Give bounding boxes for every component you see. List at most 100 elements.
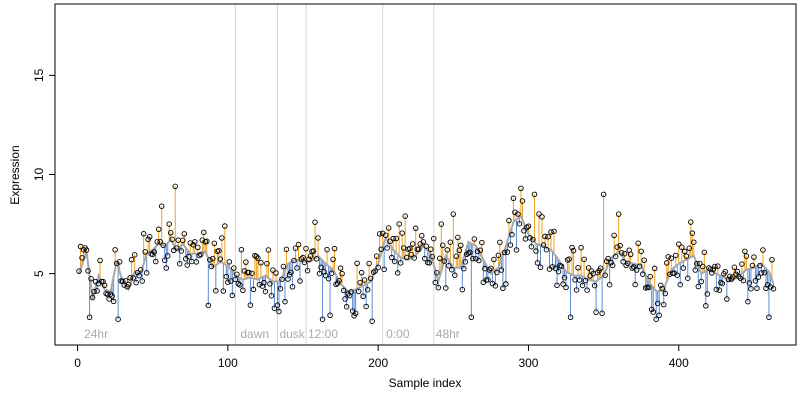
data-point [449, 266, 455, 273]
data-point [315, 235, 321, 241]
data-point [163, 265, 169, 271]
data-point [676, 241, 682, 247]
period-label: 48hr [436, 327, 460, 341]
data-point [343, 303, 350, 310]
data-point [470, 255, 476, 262]
data-point [261, 279, 267, 286]
data-point [369, 318, 375, 324]
data-point [718, 279, 724, 286]
data-point [730, 274, 736, 280]
data-point [685, 275, 691, 281]
data-point [110, 298, 117, 305]
data-point [396, 221, 402, 227]
data-point [428, 246, 434, 252]
data-point [506, 217, 512, 224]
data-point [647, 273, 653, 280]
data-point [390, 235, 396, 242]
data-point [437, 255, 443, 262]
data-point [158, 203, 165, 209]
data-point [397, 260, 404, 266]
data-point [650, 309, 656, 315]
data-point [563, 284, 569, 291]
data-point [376, 231, 383, 237]
data-point [298, 256, 305, 262]
data-point [372, 268, 378, 274]
data-point [216, 247, 222, 254]
data-point [133, 279, 139, 286]
data-point [528, 243, 535, 250]
data-point [262, 288, 269, 295]
x-tick-label: 300 [518, 356, 538, 370]
data-point [318, 264, 324, 271]
data-point [154, 239, 160, 245]
data-point [752, 278, 759, 284]
data-point [161, 257, 168, 264]
data-point [606, 281, 613, 288]
data-point [668, 255, 674, 261]
data-point [166, 221, 172, 227]
data-point [443, 285, 449, 291]
data-point [177, 260, 183, 267]
data-point [184, 262, 191, 268]
data-point [231, 265, 237, 271]
data-point [172, 183, 178, 190]
data-point [688, 219, 694, 225]
data-point [435, 284, 442, 291]
data-point [116, 259, 123, 265]
data-point [770, 286, 777, 292]
deviation-segments [78, 186, 774, 322]
data-point [196, 252, 203, 259]
data-point [113, 260, 120, 267]
plot-area: 24hr dawn dusk 12:00 0:00 48hr [54, 3, 797, 346]
data-point [498, 267, 505, 273]
data-point [471, 236, 478, 242]
data-point [277, 285, 284, 292]
data-point [608, 259, 614, 266]
data-point [219, 235, 225, 241]
data-point [134, 269, 141, 276]
data-point [462, 259, 469, 265]
data-point [426, 260, 433, 266]
data-point [164, 253, 171, 259]
data-point [440, 242, 446, 249]
data-point [712, 263, 718, 270]
data-point [312, 219, 318, 225]
data-point [307, 253, 314, 259]
y-tick-label: 5 [32, 270, 46, 277]
data-point [271, 305, 278, 312]
data-point [742, 248, 748, 255]
data-point [636, 263, 643, 269]
data-point [229, 292, 236, 299]
data-point [259, 283, 266, 289]
data-point [739, 261, 745, 267]
data-point [542, 233, 548, 240]
data-point [615, 211, 622, 217]
data-point [250, 286, 257, 293]
data-point [612, 253, 619, 260]
data-point [545, 234, 551, 240]
data-point [722, 268, 729, 275]
data-point [247, 302, 254, 308]
data-point [178, 248, 185, 254]
data-point [211, 240, 218, 247]
data-point [611, 232, 617, 239]
data-point [91, 288, 97, 295]
data-point [621, 250, 628, 257]
data-point [226, 259, 233, 265]
data-point [131, 252, 138, 258]
period-label: dusk [279, 327, 305, 341]
data-point [679, 244, 685, 250]
data-point [85, 268, 91, 274]
data-point [519, 198, 526, 204]
data-point [645, 284, 652, 291]
data-point [467, 249, 473, 256]
data-point [253, 253, 260, 260]
data-point [429, 254, 436, 260]
smoothed-trend-line [78, 214, 775, 300]
data-point [399, 230, 405, 236]
x-tick-label: 100 [218, 356, 238, 370]
data-point [333, 281, 339, 288]
data-point [282, 298, 288, 305]
data-point [88, 276, 94, 282]
data-point [582, 277, 589, 284]
